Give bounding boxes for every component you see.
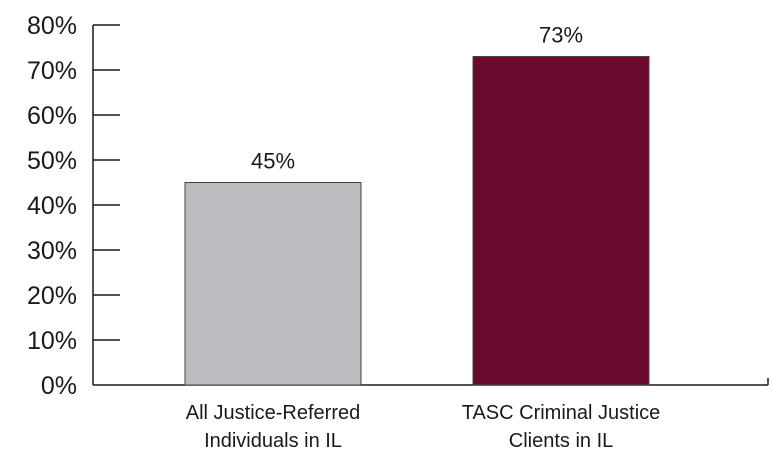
x-category-label: TASC Criminal Justice — [462, 402, 661, 424]
y-tick-label: 80% — [27, 12, 77, 40]
y-tick-label: 40% — [27, 192, 77, 220]
y-tick-label: 70% — [27, 57, 77, 85]
data-labels: 45% 73% — [251, 23, 583, 174]
x-category-label: All Justice-Referred — [186, 402, 361, 424]
data-label: 73% — [539, 23, 583, 48]
x-category-label: Clients in IL — [509, 430, 614, 452]
y-tick-label: 30% — [27, 237, 77, 265]
x-category-label: Individuals in IL — [204, 430, 342, 452]
y-axis: 0% 10% 20% 30% 40% 50% 60% 70% 80% — [27, 12, 120, 400]
data-label: 45% — [251, 149, 295, 174]
bar — [184, 182, 362, 386]
y-tick-label: 50% — [27, 147, 77, 175]
y-tick-label: 10% — [27, 327, 77, 355]
bar-series — [184, 56, 650, 386]
category-labels: All Justice-Referred Individuals in IL TAS… — [186, 402, 661, 452]
bar — [472, 56, 650, 386]
y-tick-label: 20% — [27, 282, 77, 310]
y-tick-label: 60% — [27, 102, 77, 130]
y-tick-label: 0% — [41, 372, 77, 400]
